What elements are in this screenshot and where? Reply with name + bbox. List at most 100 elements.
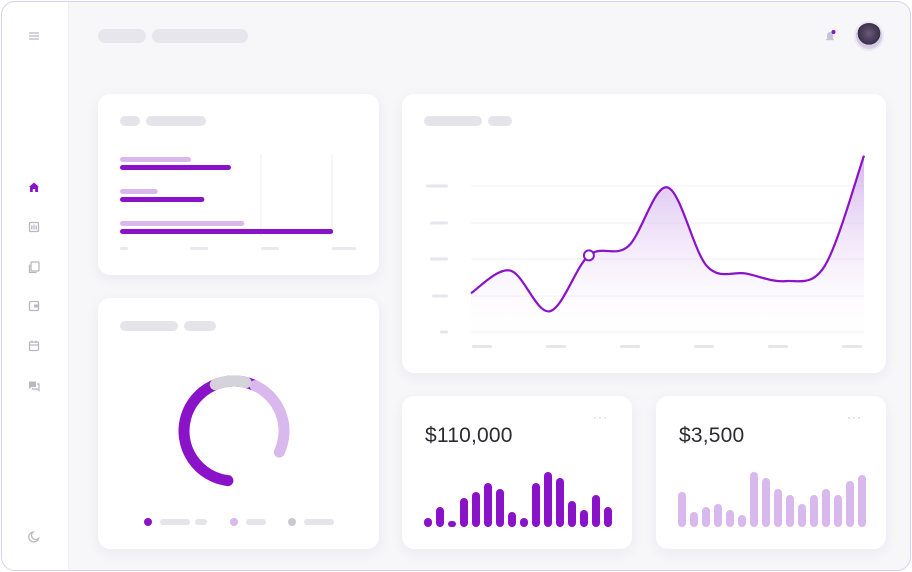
x-tick-placeholder (120, 247, 128, 250)
mini-bar (532, 483, 540, 527)
mini-bar (786, 495, 794, 527)
mini-bar (810, 495, 818, 527)
x-tick-placeholder (842, 345, 862, 348)
area-chart-card (402, 94, 886, 373)
legend-label-placeholder (195, 519, 207, 525)
bar-light (120, 157, 192, 162)
legend-dot (230, 518, 238, 526)
bar-dark (120, 165, 231, 170)
mini-bar (508, 512, 516, 527)
donut-chart (178, 375, 290, 487)
y-tick-placeholder (426, 184, 448, 188)
legend-dot (288, 518, 296, 526)
mini-bar (702, 507, 710, 527)
bell-icon[interactable] (824, 29, 836, 43)
stat-value: $110,000 (425, 424, 513, 447)
wallet-icon[interactable] (27, 299, 41, 313)
x-tick-placeholder (261, 247, 279, 250)
mini-bar (846, 481, 854, 527)
mini-bar (604, 507, 612, 527)
stat-card-secondary: $3,500 ··· (656, 396, 886, 549)
legend-label-placeholder (304, 519, 334, 525)
menu-icon[interactable] (27, 29, 41, 43)
mini-bar (774, 489, 782, 527)
x-tick-placeholder (472, 345, 492, 348)
area-chart (426, 155, 866, 348)
mini-bar (714, 504, 722, 527)
mini-bar (484, 483, 492, 527)
avatar[interactable] (854, 21, 884, 51)
home-icon[interactable] (27, 180, 41, 194)
y-tick-placeholder (430, 221, 448, 225)
stat-card-revenue: $110,000 ··· (402, 396, 632, 549)
mini-bar (580, 510, 588, 527)
card-title-placeholder (424, 116, 482, 126)
x-tick-placeholder (620, 345, 640, 348)
mini-bar (544, 472, 552, 527)
dark-mode-icon[interactable] (27, 530, 41, 544)
x-tick-placeholder (694, 345, 714, 348)
breadcrumb-placeholder (98, 29, 146, 43)
mini-bar (568, 501, 576, 527)
card-title-placeholder (184, 321, 216, 331)
more-options-icon[interactable]: ··· (847, 410, 862, 424)
x-tick-placeholder (190, 247, 208, 250)
bar-dark (120, 197, 205, 202)
mini-bar-chart (678, 467, 866, 527)
card-title-placeholder (146, 116, 206, 126)
x-tick-placeholder (768, 345, 788, 348)
bar-dark (120, 229, 334, 234)
area-line (470, 155, 866, 313)
donut-slice (178, 375, 261, 487)
mini-bar (436, 507, 444, 527)
x-tick-placeholder (332, 247, 356, 250)
chat-icon[interactable] (27, 379, 41, 393)
mini-bar (460, 498, 468, 527)
mini-bar (858, 475, 866, 527)
dashboard-icon[interactable] (27, 220, 41, 234)
highlight-point[interactable] (582, 249, 595, 262)
mini-bar (678, 492, 686, 527)
mini-bar (448, 521, 456, 527)
card-title-placeholder (488, 116, 512, 126)
legend-label-placeholder (246, 519, 266, 525)
calendar-icon[interactable] (27, 339, 41, 353)
mini-bar (762, 478, 770, 527)
card-title-placeholder (120, 321, 178, 331)
mini-bar (520, 518, 528, 527)
mini-bar (738, 515, 746, 527)
mini-bar (690, 512, 698, 527)
sidebar (2, 2, 69, 570)
y-tick-placeholder (430, 257, 448, 261)
mini-bar (472, 492, 480, 527)
more-options-icon[interactable]: ··· (593, 410, 608, 424)
mini-bar (496, 489, 504, 527)
hbar-chart (120, 154, 356, 250)
mini-bar (834, 495, 842, 527)
hbar-grid (120, 154, 356, 250)
documents-icon[interactable] (27, 260, 41, 274)
donut-slice (209, 375, 252, 391)
y-tick-placeholder (432, 294, 448, 298)
x-tick-placeholder (546, 345, 566, 348)
page-title-placeholder (152, 29, 248, 43)
mini-bar (750, 472, 758, 527)
donut-slice (249, 380, 290, 458)
mini-bar (424, 518, 432, 527)
legend-label-placeholder (160, 519, 190, 525)
mini-bar (556, 478, 564, 527)
bar-light (120, 189, 158, 194)
donut-card (98, 298, 379, 549)
legend-dot (144, 518, 152, 526)
horizontal-bar-card (98, 94, 379, 275)
y-tick-placeholder (440, 330, 448, 334)
mini-bar (798, 504, 806, 527)
bar-light (120, 221, 245, 226)
mini-bar-chart (424, 467, 612, 527)
area-fill (471, 155, 864, 334)
mini-bar (592, 495, 600, 527)
stat-value: $3,500 (679, 424, 745, 447)
mini-bar (726, 510, 734, 527)
card-title-placeholder (120, 116, 140, 126)
